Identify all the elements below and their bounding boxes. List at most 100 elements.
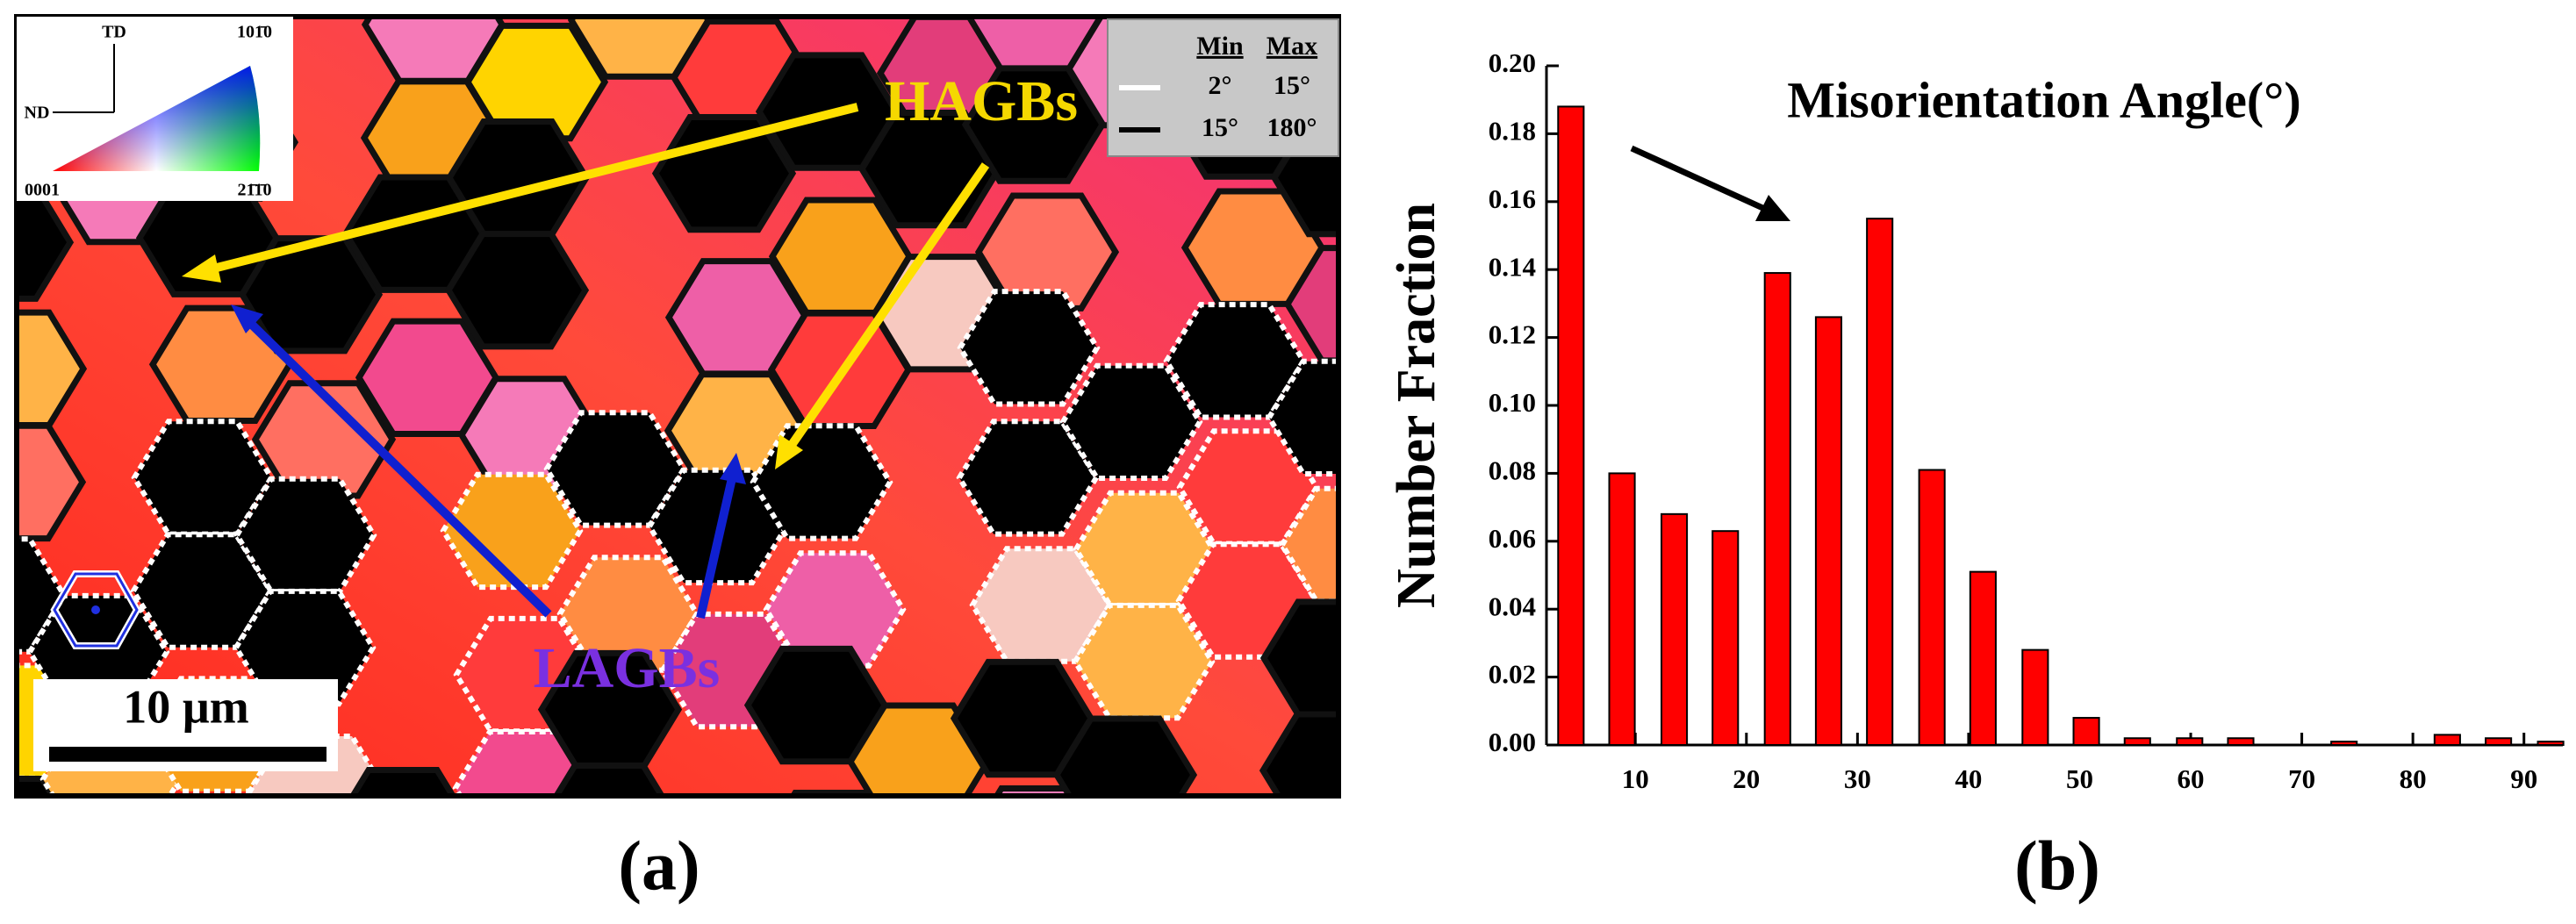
ipf-nd: ND: [25, 104, 50, 123]
y-tick-label: 0.02: [1489, 659, 1536, 690]
y-axis-label: Number Fraction: [1387, 203, 1446, 608]
legend-value: 15°: [1274, 71, 1310, 100]
scale-bar: [49, 747, 326, 762]
grain: [552, 763, 666, 796]
x-tick-label: 10: [1622, 763, 1649, 794]
histogram: 0.00 0.02 0.04 0.06 0.08 0.10 0.12 0.14 0.16 0.18…: [1387, 47, 2565, 794]
grain: [1073, 490, 1216, 609]
annotation: Misorientation Angle(°): [1787, 71, 2300, 128]
grain: [25, 836, 162, 924]
legend-value: 2°: [1209, 71, 1232, 100]
grain: [233, 476, 377, 595]
panel-label: (b): [2014, 827, 2100, 905]
grain: [763, 550, 907, 669]
grain: [444, 231, 590, 350]
grain: [789, 790, 870, 796]
x-tick-label: 90: [2510, 763, 2537, 794]
arrow: [247, 319, 552, 618]
x-tick-label: 70: [2288, 763, 2315, 794]
bar: [2227, 737, 2255, 747]
bar: [1969, 570, 1997, 746]
bar: [1660, 512, 1689, 747]
y-tick-label: 0.08: [1489, 455, 1536, 486]
y-tick-label: 0.16: [1489, 183, 1536, 214]
y-tick-label: 0.10: [1489, 387, 1536, 418]
grain: [865, 850, 1001, 924]
grain: [846, 702, 992, 796]
bar: [1918, 469, 1946, 747]
grain: [1277, 842, 1414, 924]
legend-header: Min: [1196, 32, 1244, 61]
legend-value: 15°: [1202, 113, 1238, 142]
grain: [1059, 362, 1203, 481]
map-frame: [14, 14, 1341, 799]
lagbs-label: LAGBs: [534, 636, 721, 700]
grain: [1259, 711, 1338, 796]
ipf-corner: 21̄1̄0: [238, 181, 272, 200]
arrow-head: [720, 453, 746, 484]
grain: [1259, 598, 1338, 718]
arrow-head: [182, 254, 221, 283]
arrow: [786, 162, 990, 450]
hagbs-label: HAGBs: [885, 69, 1078, 133]
ipf-corner: 101̄0: [237, 23, 272, 42]
grain: [438, 827, 575, 924]
y-tick-label: 0.04: [1489, 591, 1536, 621]
bar: [1608, 472, 1636, 747]
grain: [957, 289, 1101, 407]
bar: [2330, 741, 2358, 747]
grain: [1072, 602, 1216, 721]
legend-header: Max: [1266, 32, 1317, 61]
y-tick-label: 0.00: [1489, 727, 1536, 757]
grain: [993, 785, 1079, 796]
ipf-triangle-overlay: [53, 66, 261, 171]
grain: [440, 471, 584, 591]
arrow: [696, 476, 736, 620]
bar: [1557, 105, 1585, 746]
y-tick-label: 0.20: [1489, 47, 1536, 78]
y-tick-label: 0.06: [1489, 523, 1536, 554]
grain: [251, 380, 397, 499]
grain: [232, 832, 369, 924]
x-tick-label: 20: [1733, 763, 1760, 794]
x-tick-label: 30: [1844, 763, 1871, 794]
grain: [17, 422, 87, 542]
map-overlay: TD ND 101̄0 0001 21̄1̄0 Min Max 2° 15° 1…: [17, 17, 1339, 771]
bar: [2176, 737, 2204, 747]
scale-bar-label: 10 µm: [123, 680, 249, 733]
bar: [1866, 218, 1894, 746]
grain: [1266, 358, 1338, 476]
grain: [233, 588, 377, 707]
grain: [956, 419, 1100, 537]
x-tick-label: 50: [2066, 763, 2093, 794]
y-tick-label: 0.12: [1489, 319, 1536, 350]
bar: [2021, 648, 2049, 747]
grain: [348, 767, 457, 796]
bar: [2537, 741, 2565, 747]
grain: [974, 192, 1120, 312]
bar: [1814, 316, 1843, 746]
bar: [2123, 737, 2151, 747]
bar: [2485, 737, 2513, 747]
panel-label: (a): [618, 827, 700, 905]
y-tick-label: 0.14: [1489, 251, 1536, 282]
bar: [1763, 272, 1791, 746]
annotation-arrow-head: [1755, 195, 1790, 221]
grain: [1279, 485, 1338, 605]
grain: [1283, 245, 1338, 364]
bar: [1711, 530, 1740, 746]
bar: [2072, 717, 2100, 746]
grain: [1052, 715, 1198, 796]
hex-dot: [91, 605, 100, 614]
grain: [452, 729, 596, 796]
hex-icon: [53, 572, 139, 648]
arrow: [205, 103, 859, 275]
x-tick-label: 40: [1955, 763, 1982, 794]
x-tick-label: 80: [2400, 763, 2427, 794]
grain: [463, 22, 609, 142]
annotation-arrow: [1630, 145, 1770, 214]
ipf-corner: 0001: [25, 181, 60, 200]
grain: [1071, 846, 1208, 924]
bar: [2433, 734, 2461, 747]
